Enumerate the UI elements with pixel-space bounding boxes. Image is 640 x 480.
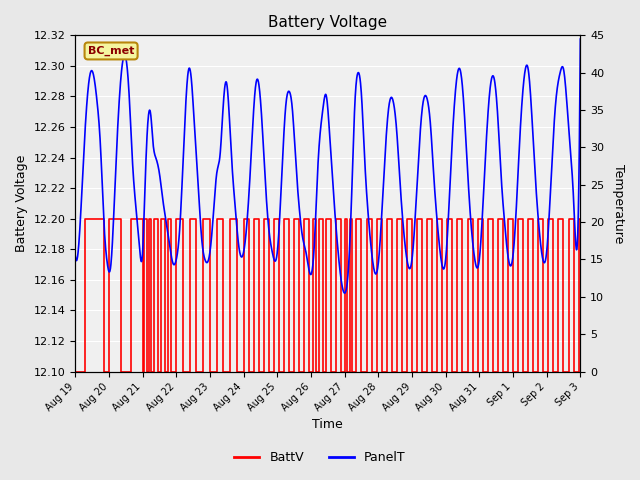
Y-axis label: Temperature: Temperature — [612, 164, 625, 243]
X-axis label: Time: Time — [312, 419, 343, 432]
Legend: BattV, PanelT: BattV, PanelT — [229, 446, 411, 469]
Title: Battery Voltage: Battery Voltage — [268, 15, 387, 30]
Text: BC_met: BC_met — [88, 46, 134, 56]
Y-axis label: Battery Voltage: Battery Voltage — [15, 155, 28, 252]
